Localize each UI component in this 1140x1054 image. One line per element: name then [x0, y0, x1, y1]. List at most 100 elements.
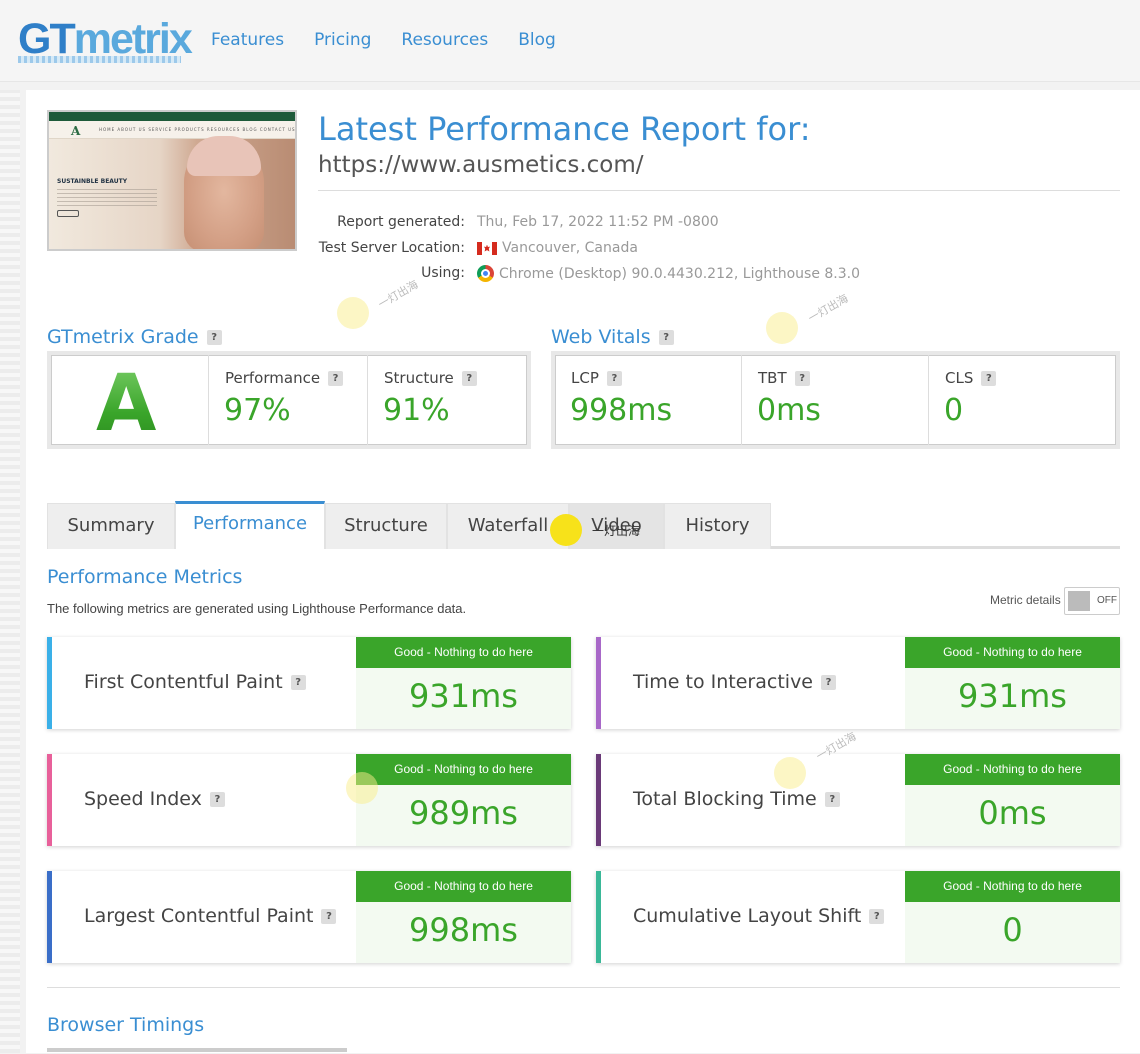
cls-label-text: CLS [945, 369, 974, 387]
metric-card-tbt: Total Blocking Time? Good - Nothing to d… [596, 754, 1120, 846]
performance-score-cell: Performance? 97% [209, 355, 368, 445]
report-generated-text: Thu, Feb 17, 2022 11:52 PM -0800 [477, 214, 719, 230]
metric-help-icon[interactable]: ? [209, 791, 225, 807]
cls-value: 0 [944, 393, 964, 428]
nav-blog[interactable]: Blog [518, 30, 556, 50]
metric-status-badge: Good - Nothing to do here [356, 754, 571, 785]
tab-video[interactable]: Video [569, 503, 664, 549]
metric-label-text: Cumulative Layout Shift [633, 905, 862, 927]
metric-help-icon[interactable]: ? [824, 791, 840, 807]
metric-label-text: First Contentful Paint [84, 671, 283, 693]
using-row: Using: Chrome (Desktop) 90.0.4430.212, L… [318, 265, 1018, 285]
metric-value: 0ms [978, 794, 1047, 832]
canada-flag-icon [477, 241, 497, 255]
metric-value-box: Good - Nothing to do here 998ms [356, 871, 571, 963]
web-vitals-heading: Web Vitals ? [551, 326, 674, 348]
gtmetrix-grade-title: GTmetrix Grade [47, 326, 199, 348]
tbt-help-icon[interactable]: ? [794, 370, 810, 386]
watermark-bulb-icon [550, 514, 582, 546]
metric-label-text: Time to Interactive [633, 671, 813, 693]
metric-card-tti: Time to Interactive? Good - Nothing to d… [596, 637, 1120, 729]
metric-label: Cumulative Layout Shift? [633, 905, 885, 927]
tbt-label: TBT? [758, 369, 810, 387]
structure-score-value: 91% [383, 393, 450, 428]
lcp-label-text: LCP [571, 369, 599, 387]
chrome-icon [477, 265, 494, 282]
metric-stripe [47, 871, 52, 963]
title-divider [318, 190, 1120, 191]
report-generated-row: Report generated: Thu, Feb 17, 2022 11:5… [318, 214, 1018, 234]
using-label: Using: [421, 265, 465, 281]
metric-value: 0 [1002, 911, 1023, 949]
performance-score-label: Performance? [225, 369, 344, 387]
tbt-label-text: TBT [758, 369, 787, 387]
tab-performance[interactable]: Performance [175, 501, 325, 549]
thumb-button [57, 210, 79, 217]
metric-stripe [47, 754, 52, 846]
metric-help-icon[interactable]: ? [821, 674, 836, 690]
metric-status-badge: Good - Nothing to do here [905, 637, 1120, 668]
metric-value-box: Good - Nothing to do here 931ms [905, 637, 1120, 729]
lcp-help-icon[interactable]: ? [606, 370, 622, 386]
thumb-headline: SUSTAINBLE BEAUTY [57, 178, 128, 185]
metric-value: 989ms [409, 794, 518, 832]
tbt-cell: TBT? 0ms [742, 355, 929, 445]
tab-summary[interactable]: Summary [47, 503, 175, 549]
performance-metrics-description: The following metrics are generated usin… [47, 601, 467, 616]
tab-history[interactable]: History [664, 503, 771, 549]
report-generated-value: Thu, Feb 17, 2022 11:52 PM -0800 [477, 214, 719, 230]
toggle-knob [1068, 591, 1090, 611]
report-url: https://www.ausmetics.com/ [318, 152, 644, 178]
grade-help-icon[interactable]: ? [206, 329, 222, 345]
tab-structure[interactable]: Structure [325, 503, 447, 549]
metric-details-label: Metric details [990, 593, 1061, 607]
metric-help-icon[interactable]: ? [321, 908, 337, 924]
metric-label-text: Total Blocking Time [633, 788, 817, 810]
metric-stripe [596, 871, 601, 963]
metric-value-box: Good - Nothing to do here 989ms [356, 754, 571, 846]
structure-score-cell: Structure? 91% [368, 355, 527, 445]
metric-card-fcp: First Contentful Paint? Good - Nothing t… [47, 637, 571, 729]
tab-waterfall[interactable]: Waterfall [447, 503, 569, 549]
nav-features[interactable]: Features [211, 30, 285, 50]
watermark-text: 一灯出海 [805, 291, 851, 326]
thumb-logo: A [71, 124, 81, 138]
metric-value: 931ms [409, 677, 518, 715]
metric-status-badge: Good - Nothing to do here [356, 871, 571, 902]
metric-card-speed-index: Speed Index? Good - Nothing to do here 9… [47, 754, 571, 846]
side-pattern [0, 90, 20, 1053]
grade-letter: A [96, 359, 157, 449]
lcp-value: 998ms [570, 393, 673, 428]
site-screenshot-thumbnail[interactable]: A HOME ABOUT US SERVICE PRODUCTS RESOURC… [47, 110, 297, 251]
metric-details-toggle[interactable]: OFF [1064, 587, 1120, 615]
structure-help-icon[interactable]: ? [461, 370, 477, 386]
metric-stripe [596, 637, 601, 729]
browser-timings-divider [47, 987, 1120, 988]
metric-help-icon[interactable]: ? [869, 908, 885, 924]
thumb-menu: HOME ABOUT US SERVICE PRODUCTS RESOURCES… [99, 127, 296, 132]
report-title: Latest Performance Report for: [318, 110, 811, 148]
performance-score-value: 97% [224, 393, 291, 428]
metric-status-badge: Good - Nothing to do here [356, 637, 571, 668]
metric-value-box: Good - Nothing to do here 0 [905, 871, 1120, 963]
performance-metrics-heading: Performance Metrics [47, 566, 243, 588]
gtmetrix-grade-heading: GTmetrix Grade ? [47, 326, 222, 348]
performance-help-icon[interactable]: ? [328, 370, 344, 386]
cls-help-icon[interactable]: ? [981, 370, 997, 386]
thumb-navbar [49, 121, 295, 139]
metric-card-lcp: Largest Contentful Paint? Good - Nothing… [47, 871, 571, 963]
metric-value-box: Good - Nothing to do here 0ms [905, 754, 1120, 846]
gtmetrix-logo[interactable]: GTmetrix [18, 14, 193, 64]
structure-label-text: Structure [384, 369, 454, 387]
server-location-text: Vancouver, Canada [502, 240, 638, 256]
logo-metrix: metrix [73, 15, 193, 63]
metric-help-icon[interactable]: ? [290, 674, 306, 690]
thumb-topbar [49, 112, 295, 121]
vitals-help-icon[interactable]: ? [658, 329, 674, 345]
browser-timings-description-cut [47, 1048, 367, 1054]
metric-value-box: Good - Nothing to do here 931ms [356, 637, 571, 729]
nav-resources[interactable]: Resources [401, 30, 489, 50]
metric-label-text: Speed Index [84, 788, 202, 810]
lcp-cell: LCP? 998ms [555, 355, 742, 445]
nav-pricing[interactable]: Pricing [314, 30, 372, 50]
